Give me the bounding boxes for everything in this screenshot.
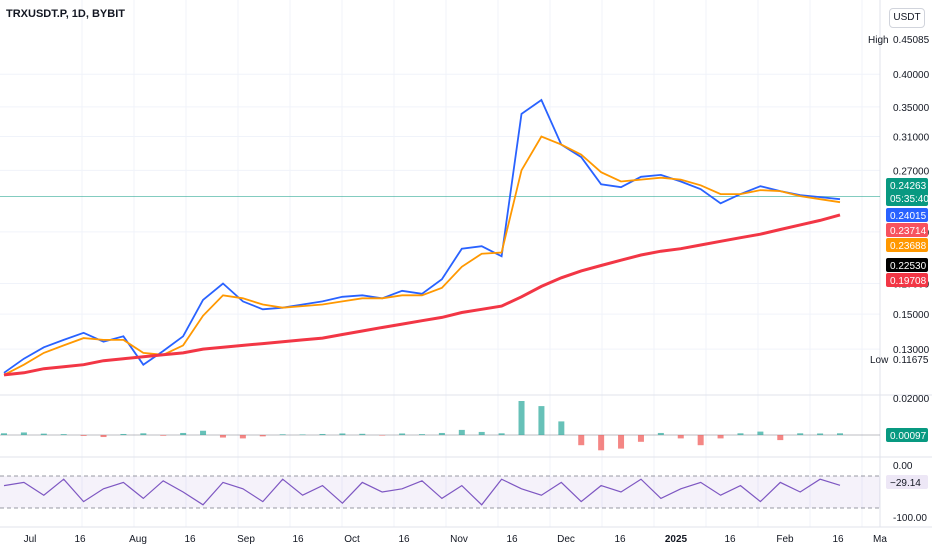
price-tag [886, 223, 928, 237]
oscillator-value: −29.14 [890, 478, 921, 489]
macd-bar [339, 433, 346, 435]
price-tag [886, 208, 928, 222]
macd-bar [737, 433, 744, 435]
macd-bar [837, 433, 843, 435]
x-tick-label: 16 [832, 534, 844, 545]
macd-bar [498, 433, 505, 435]
series-line-2 [3, 213, 841, 377]
macd-bar [578, 435, 585, 446]
macd-bar [558, 421, 565, 435]
symbol-title[interactable]: TRXUSDT.P, 1D, BYBIT [6, 8, 125, 20]
macd-tick-label: 0.02000 [893, 394, 930, 405]
macd-bar [379, 435, 386, 436]
macd-bar [239, 435, 246, 439]
macd-bar [60, 434, 67, 435]
macd-bar [180, 432, 187, 435]
x-tick-label: Sep [237, 534, 255, 545]
macd-bar [299, 434, 306, 435]
macd-bar [319, 433, 326, 435]
series-line-0 [3, 98, 841, 374]
macd-bar [100, 435, 107, 438]
x-tick-label: Nov [450, 534, 468, 545]
oscillator-value-tag [886, 475, 928, 489]
series-line-1 [3, 135, 841, 376]
oscillator-tick-label: -100.00 [893, 513, 927, 524]
macd-bar [200, 430, 207, 435]
macd-bar [518, 401, 525, 435]
macd-bar [140, 433, 147, 435]
x-tick-label: Feb [776, 534, 794, 545]
high-value: 0.45085 [893, 35, 930, 46]
macd-bar [478, 431, 485, 435]
macd-bar [120, 433, 127, 435]
macd-bar [419, 434, 425, 435]
macd-bar [538, 406, 545, 435]
macd-bar [279, 434, 286, 435]
macd-bar [697, 435, 704, 446]
x-tick-label: 16 [74, 534, 86, 545]
y-tick-label: 0.31000 [893, 133, 930, 144]
macd-bar [657, 432, 664, 435]
macd-bar [80, 435, 87, 436]
price-tag-value: 0.19708 [890, 276, 927, 287]
macd-bar [598, 435, 605, 451]
macd-bar [438, 432, 445, 435]
macd-bar [20, 432, 27, 435]
x-tick-label: Oct [344, 534, 360, 545]
y-tick-label: 0.27000 [893, 166, 930, 177]
x-tick-label: 16 [184, 534, 196, 545]
price-tag [886, 238, 928, 252]
low-label: Low [870, 355, 889, 366]
y-tick-label: 0.40000 [893, 70, 930, 81]
oscillator-tick-label: 0.00 [893, 461, 913, 472]
x-tick-label: Jul [24, 534, 37, 545]
x-tick-label: Aug [129, 534, 147, 545]
macd-bar [757, 431, 764, 435]
price-tag-value: 0.24015 [890, 211, 927, 222]
macd-bar [40, 433, 47, 435]
x-tick-label: 16 [506, 534, 518, 545]
macd-bar [618, 435, 625, 449]
macd-bar [717, 435, 724, 439]
macd-bar [677, 435, 684, 439]
y-tick-label: 0.13000 [893, 345, 930, 356]
x-tick-label: 16 [398, 534, 410, 545]
high-label: High [868, 35, 889, 46]
price-tag-value: 0.24263 [890, 181, 927, 192]
price-tag-value: 0.22530 [890, 261, 927, 272]
macd-bar [637, 435, 644, 442]
oscillator-line [3, 478, 841, 506]
macd-value: 0.00097 [890, 431, 927, 442]
price-tag-countdown: 05:35:40 [890, 194, 929, 205]
price-tag [886, 273, 928, 287]
x-tick-label: 16 [724, 534, 736, 545]
price-tag [886, 258, 928, 272]
macd-bar [259, 435, 266, 437]
macd-bar [797, 433, 804, 435]
macd-bar [219, 435, 226, 438]
low-value: 0.11675 [893, 355, 929, 366]
currency-unit-button[interactable]: USDT [889, 8, 925, 28]
x-tick-label: Ma [873, 534, 887, 545]
price-tag-value: 0.23714 [890, 226, 927, 237]
price-tag-value: 0.23688 [890, 241, 927, 252]
price-tag [886, 178, 928, 206]
y-tick-label: 0.35000 [893, 103, 930, 114]
macd-bar [777, 435, 784, 441]
macd-bar [399, 433, 406, 435]
macd-bar [160, 435, 167, 436]
macd-value-tag [886, 428, 928, 442]
y-tick-label: 0.15000 [893, 310, 930, 321]
x-tick-label: 2025 [665, 534, 688, 545]
macd-bar [458, 429, 465, 435]
macd-bar [817, 433, 824, 435]
oscillator-band [0, 476, 880, 508]
x-tick-label: 16 [292, 534, 304, 545]
x-tick-label: 16 [614, 534, 626, 545]
macd-bar [1, 433, 7, 435]
x-tick-label: Dec [557, 534, 575, 545]
macd-bar [359, 433, 366, 435]
